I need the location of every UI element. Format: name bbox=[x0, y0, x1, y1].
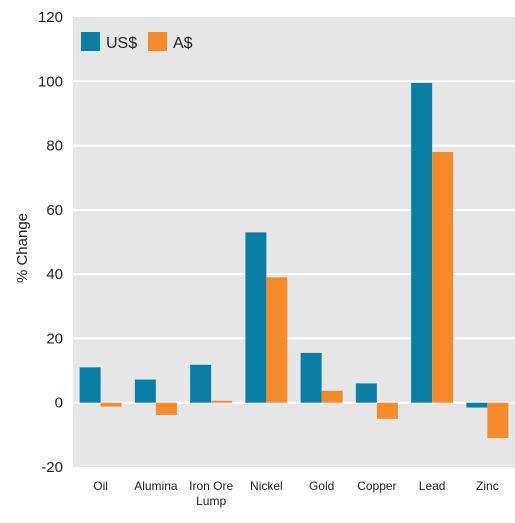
bar-us bbox=[411, 82, 433, 403]
legend-label-us: US$ bbox=[106, 35, 137, 52]
bar-us bbox=[300, 352, 322, 403]
x-category-label: Zinc bbox=[476, 479, 499, 493]
bar-us bbox=[355, 383, 377, 403]
legend-swatch-aud bbox=[148, 32, 167, 51]
y-tick-label: 120 bbox=[38, 9, 63, 26]
bars bbox=[79, 82, 509, 439]
bar-aud bbox=[266, 277, 288, 403]
y-axis-ticks: -20 0 20 40 60 80 100 120 bbox=[38, 9, 63, 476]
bar-us bbox=[466, 402, 488, 408]
y-tick-label: 0 bbox=[55, 395, 63, 412]
y-tick-label: 60 bbox=[46, 202, 63, 219]
bar-aud bbox=[376, 402, 398, 419]
y-tick-label: 100 bbox=[38, 73, 63, 90]
bar-aud bbox=[321, 390, 343, 403]
bar-us bbox=[79, 367, 101, 403]
bar-us bbox=[134, 379, 156, 403]
bar-aud bbox=[155, 402, 177, 415]
x-axis-categories: Oil Alumina Iron Ore Lump Nickel Gold Copper Le… bbox=[93, 479, 498, 508]
y-tick-label: 20 bbox=[46, 330, 63, 347]
bar-aud bbox=[211, 400, 233, 403]
x-category-label: Iron Ore Lump bbox=[189, 479, 233, 508]
x-category-label: Oil bbox=[93, 479, 108, 493]
bar-aud bbox=[432, 152, 454, 403]
y-axis-label: % Change bbox=[14, 213, 31, 283]
x-category-label: Nickel bbox=[250, 479, 283, 493]
x-category-label: Copper bbox=[357, 479, 396, 493]
y-tick-label: -20 bbox=[41, 459, 63, 476]
bar-aud bbox=[100, 402, 122, 407]
legend-label-aud: A$ bbox=[173, 35, 193, 52]
x-category-label: Gold bbox=[309, 479, 334, 493]
x-category-label: Alumina bbox=[134, 479, 178, 493]
y-tick-label: 80 bbox=[46, 138, 63, 155]
legend: US$ A$ bbox=[81, 32, 193, 52]
y-tick-label: 40 bbox=[46, 266, 63, 283]
bar-us bbox=[190, 364, 212, 403]
x-category-label: Lead bbox=[419, 479, 446, 493]
bar-aud bbox=[487, 402, 509, 439]
bar-us bbox=[245, 232, 267, 403]
legend-swatch-us bbox=[81, 32, 100, 51]
